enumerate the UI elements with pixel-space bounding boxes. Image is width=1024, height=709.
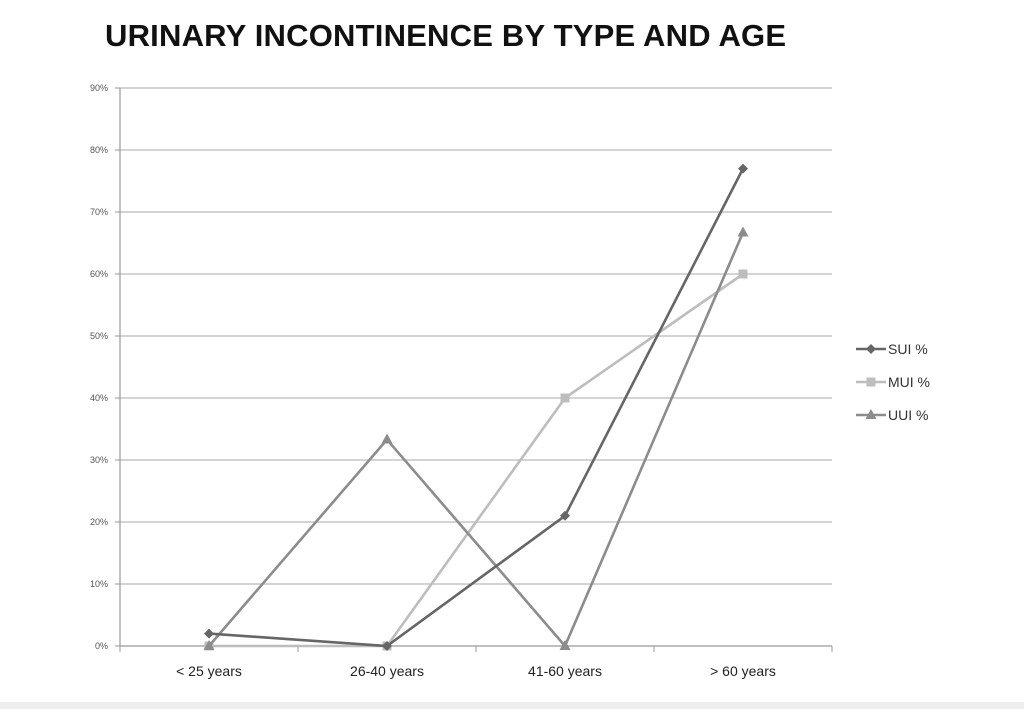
data-point-sui (204, 628, 214, 639)
y-tick-label: 10% (90, 579, 108, 589)
bottom-divider (0, 702, 1024, 709)
data-point-uui (381, 433, 393, 444)
data-point-uui (737, 226, 749, 237)
y-tick-label: 20% (90, 517, 108, 527)
series-line-uui (208, 231, 745, 648)
axes (115, 87, 833, 652)
y-tick-label: 80% (90, 145, 108, 155)
x-tick-label: 26-40 years (350, 663, 424, 679)
data-point-mui (560, 393, 570, 403)
data-point-uui (203, 640, 215, 650)
x-tick-label: < 25 years (176, 663, 242, 679)
x-tick-label: > 60 years (710, 663, 776, 679)
data-point-uui (559, 640, 571, 650)
y-axis-tick-labels: 0% 10% 20% 30% 40% 50% 60% 70% 80% 90% (90, 83, 108, 651)
legend-marker-uui (865, 409, 877, 419)
legend-marker-mui (866, 377, 876, 387)
y-tick-label: 0% (95, 641, 108, 651)
data-point-sui (382, 641, 392, 651)
series-line-mui (209, 272, 744, 648)
data-point-sui (738, 163, 748, 174)
x-axis-tick-labels: < 25 years 26-40 years 41-60 years > 60 yea… (176, 663, 776, 679)
series-line-sui (208, 168, 745, 648)
y-tick-label: 60% (90, 269, 108, 279)
legend: SUI % MUI % UUI % (856, 341, 930, 423)
x-tick-label: 41-60 years (528, 663, 602, 679)
legend-label-sui: SUI % (888, 341, 928, 357)
y-tick-label: 50% (90, 331, 108, 341)
data-point-mui (738, 269, 748, 279)
y-tick-label: 70% (90, 207, 108, 217)
legend-label-mui: MUI % (888, 374, 930, 390)
legend-label-uui: UUI % (888, 407, 928, 423)
gridlines (120, 87, 832, 585)
chart-title: URINARY INCONTINENCE BY TYPE AND AGE (105, 18, 787, 53)
series-lines (203, 163, 749, 651)
data-point-sui (560, 510, 570, 521)
y-tick-label: 30% (90, 455, 108, 465)
y-tick-label: 40% (90, 393, 108, 403)
legend-marker-sui (866, 344, 876, 354)
y-tick-label: 90% (90, 83, 108, 93)
